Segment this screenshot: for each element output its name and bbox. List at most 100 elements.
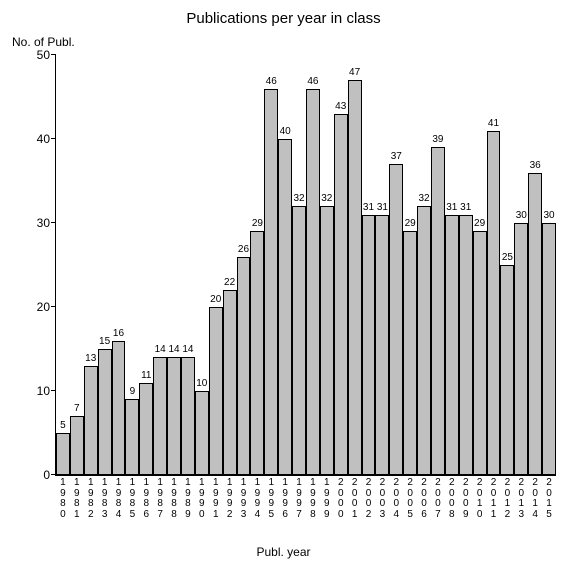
bar-value-label: 7 <box>71 403 83 414</box>
bar-value-label: 14 <box>182 344 194 355</box>
x-tick-label: 1982 <box>84 475 97 520</box>
bar: 46 <box>306 89 320 475</box>
y-tick-mark <box>51 222 56 223</box>
bar-value-label: 26 <box>238 244 250 255</box>
bar: 14 <box>181 357 195 475</box>
x-tick-label: 1986 <box>140 475 153 520</box>
bar: 43 <box>334 114 348 475</box>
x-tick-label: 1996 <box>279 475 292 520</box>
bar: 9 <box>125 399 139 475</box>
y-tick-mark <box>51 390 56 391</box>
y-tick-label: 50 <box>20 49 56 61</box>
bar-value-label: 31 <box>446 202 458 213</box>
y-tick-label: 10 <box>20 385 56 397</box>
x-tick-label: 1987 <box>154 475 167 520</box>
x-tick-label: 2013 <box>515 475 528 520</box>
y-tick-label: 0 <box>20 469 56 481</box>
x-tick-label: 2003 <box>376 475 389 520</box>
x-tick-label: 1994 <box>251 475 264 520</box>
x-tick-label: 1985 <box>126 475 139 520</box>
x-tick-label: 2015 <box>543 475 556 520</box>
x-tick-label: 2000 <box>334 475 347 520</box>
bar-value-label: 46 <box>265 76 277 87</box>
bar-value-label: 41 <box>488 118 500 129</box>
x-tick-label: 1990 <box>195 475 208 520</box>
bar: 14 <box>167 357 181 475</box>
bar-value-label: 22 <box>224 277 236 288</box>
y-tick-mark <box>51 54 56 55</box>
bar-value-label: 47 <box>349 67 361 78</box>
y-tick-label: 40 <box>20 133 56 145</box>
bar-value-label: 10 <box>196 378 208 389</box>
x-tick-label: 1991 <box>209 475 222 520</box>
bar-value-label: 14 <box>168 344 180 355</box>
bar: 29 <box>250 231 264 475</box>
y-tick-mark <box>51 138 56 139</box>
x-tick-label: 1995 <box>265 475 278 520</box>
bar: 25 <box>500 265 514 475</box>
x-tick-label: 2008 <box>445 475 458 520</box>
bar-value-label: 20 <box>210 294 222 305</box>
bar: 7 <box>70 416 84 475</box>
x-tick-label: 2006 <box>418 475 431 520</box>
bar: 36 <box>528 173 542 475</box>
bar-value-label: 16 <box>113 328 125 339</box>
bar-value-label: 29 <box>474 218 486 229</box>
bar: 39 <box>431 147 445 475</box>
bar: 20 <box>209 307 223 475</box>
bar-value-label: 11 <box>140 370 152 381</box>
bar: 10 <box>195 391 209 475</box>
bar: 14 <box>153 357 167 475</box>
bar: 11 <box>139 383 153 475</box>
bar-value-label: 36 <box>529 160 541 171</box>
x-tick-label: 2014 <box>529 475 542 520</box>
x-tick-label: 2005 <box>404 475 417 520</box>
bar: 41 <box>487 131 501 475</box>
x-tick-label: 1983 <box>98 475 111 520</box>
bar: 32 <box>292 206 306 475</box>
x-tick-label: 1988 <box>168 475 181 520</box>
bar-value-label: 32 <box>321 193 333 204</box>
bar-value-label: 31 <box>460 202 472 213</box>
bar-value-label: 30 <box>515 210 527 221</box>
bar: 30 <box>514 223 528 475</box>
x-tick-label: 1989 <box>181 475 194 520</box>
bar-value-label: 43 <box>335 101 347 112</box>
bar-value-label: 13 <box>85 353 97 364</box>
bar: 16 <box>112 341 126 475</box>
x-tick-label: 1984 <box>112 475 125 520</box>
x-tick-label: 2010 <box>473 475 486 520</box>
bar: 15 <box>98 349 112 475</box>
x-tick-label: 2007 <box>431 475 444 520</box>
chart-container: Publications per year in class No. of Pu… <box>0 0 567 567</box>
bar: 32 <box>320 206 334 475</box>
x-tick-label: 1999 <box>320 475 333 520</box>
bar-value-label: 46 <box>307 76 319 87</box>
y-tick-label: 30 <box>20 217 56 229</box>
bar-value-label: 14 <box>154 344 166 355</box>
bar: 31 <box>445 215 459 475</box>
bar: 31 <box>362 215 376 475</box>
bar-value-label: 37 <box>390 151 402 162</box>
bar: 5 <box>56 433 70 475</box>
plot-area: 0102030405051980719811319821519831619849… <box>55 55 556 476</box>
x-tick-label: 1980 <box>56 475 69 520</box>
bar: 37 <box>389 164 403 475</box>
bar: 46 <box>264 89 278 475</box>
bar: 40 <box>278 139 292 475</box>
bar: 30 <box>542 223 556 475</box>
x-tick-label: 1993 <box>237 475 250 520</box>
x-tick-label: 1981 <box>70 475 83 520</box>
bar-value-label: 39 <box>432 134 444 145</box>
bar: 22 <box>223 290 237 475</box>
bar-value-label: 30 <box>543 210 555 221</box>
y-tick-label: 20 <box>20 301 56 313</box>
y-axis-label: No. of Publ. <box>12 35 75 49</box>
bar: 47 <box>348 80 362 475</box>
x-tick-label: 2009 <box>459 475 472 520</box>
x-tick-label: 1992 <box>223 475 236 520</box>
y-tick-mark <box>51 306 56 307</box>
bar: 13 <box>84 366 98 475</box>
bar-value-label: 31 <box>376 202 388 213</box>
bar-value-label: 31 <box>363 202 375 213</box>
